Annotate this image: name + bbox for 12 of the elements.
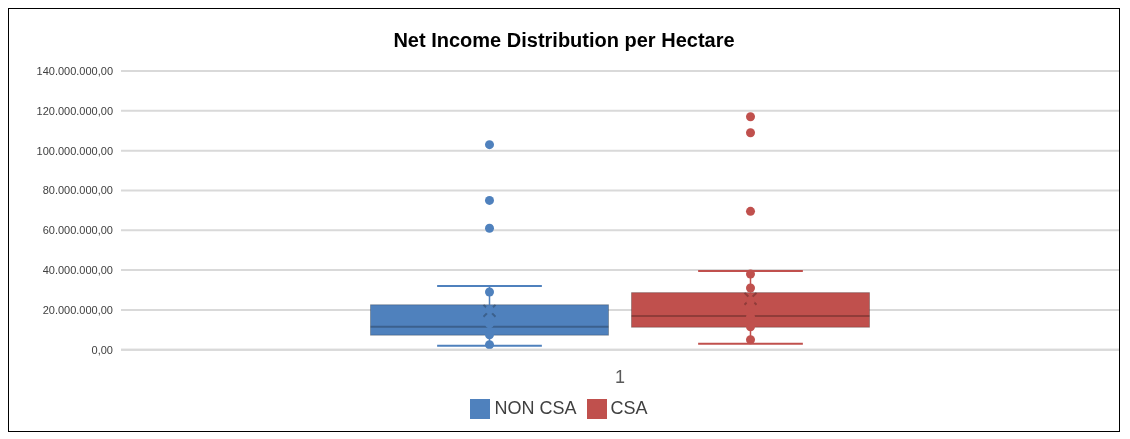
- y-tick-label: 40.000.000,00: [42, 264, 113, 277]
- x-tick-label: 1: [614, 366, 626, 387]
- y-tick-label: 0,00: [91, 343, 113, 356]
- y-tick-label: 80.000.000,00: [42, 184, 113, 197]
- y-tick-label: 20.000.000,00: [42, 303, 113, 316]
- y-tick-label: 120.000.000,00: [36, 104, 113, 117]
- y-tick-label: 140.000.000,00: [36, 64, 113, 77]
- y-tick-label: 60.000.000,00: [42, 224, 113, 237]
- chart-title: Net Income Distribution per Hectare: [392, 29, 736, 53]
- legend-label: NON CSA: [494, 397, 577, 418]
- legend-label: CSA: [610, 397, 648, 418]
- y-tick-label: 100.000.000,00: [36, 144, 113, 157]
